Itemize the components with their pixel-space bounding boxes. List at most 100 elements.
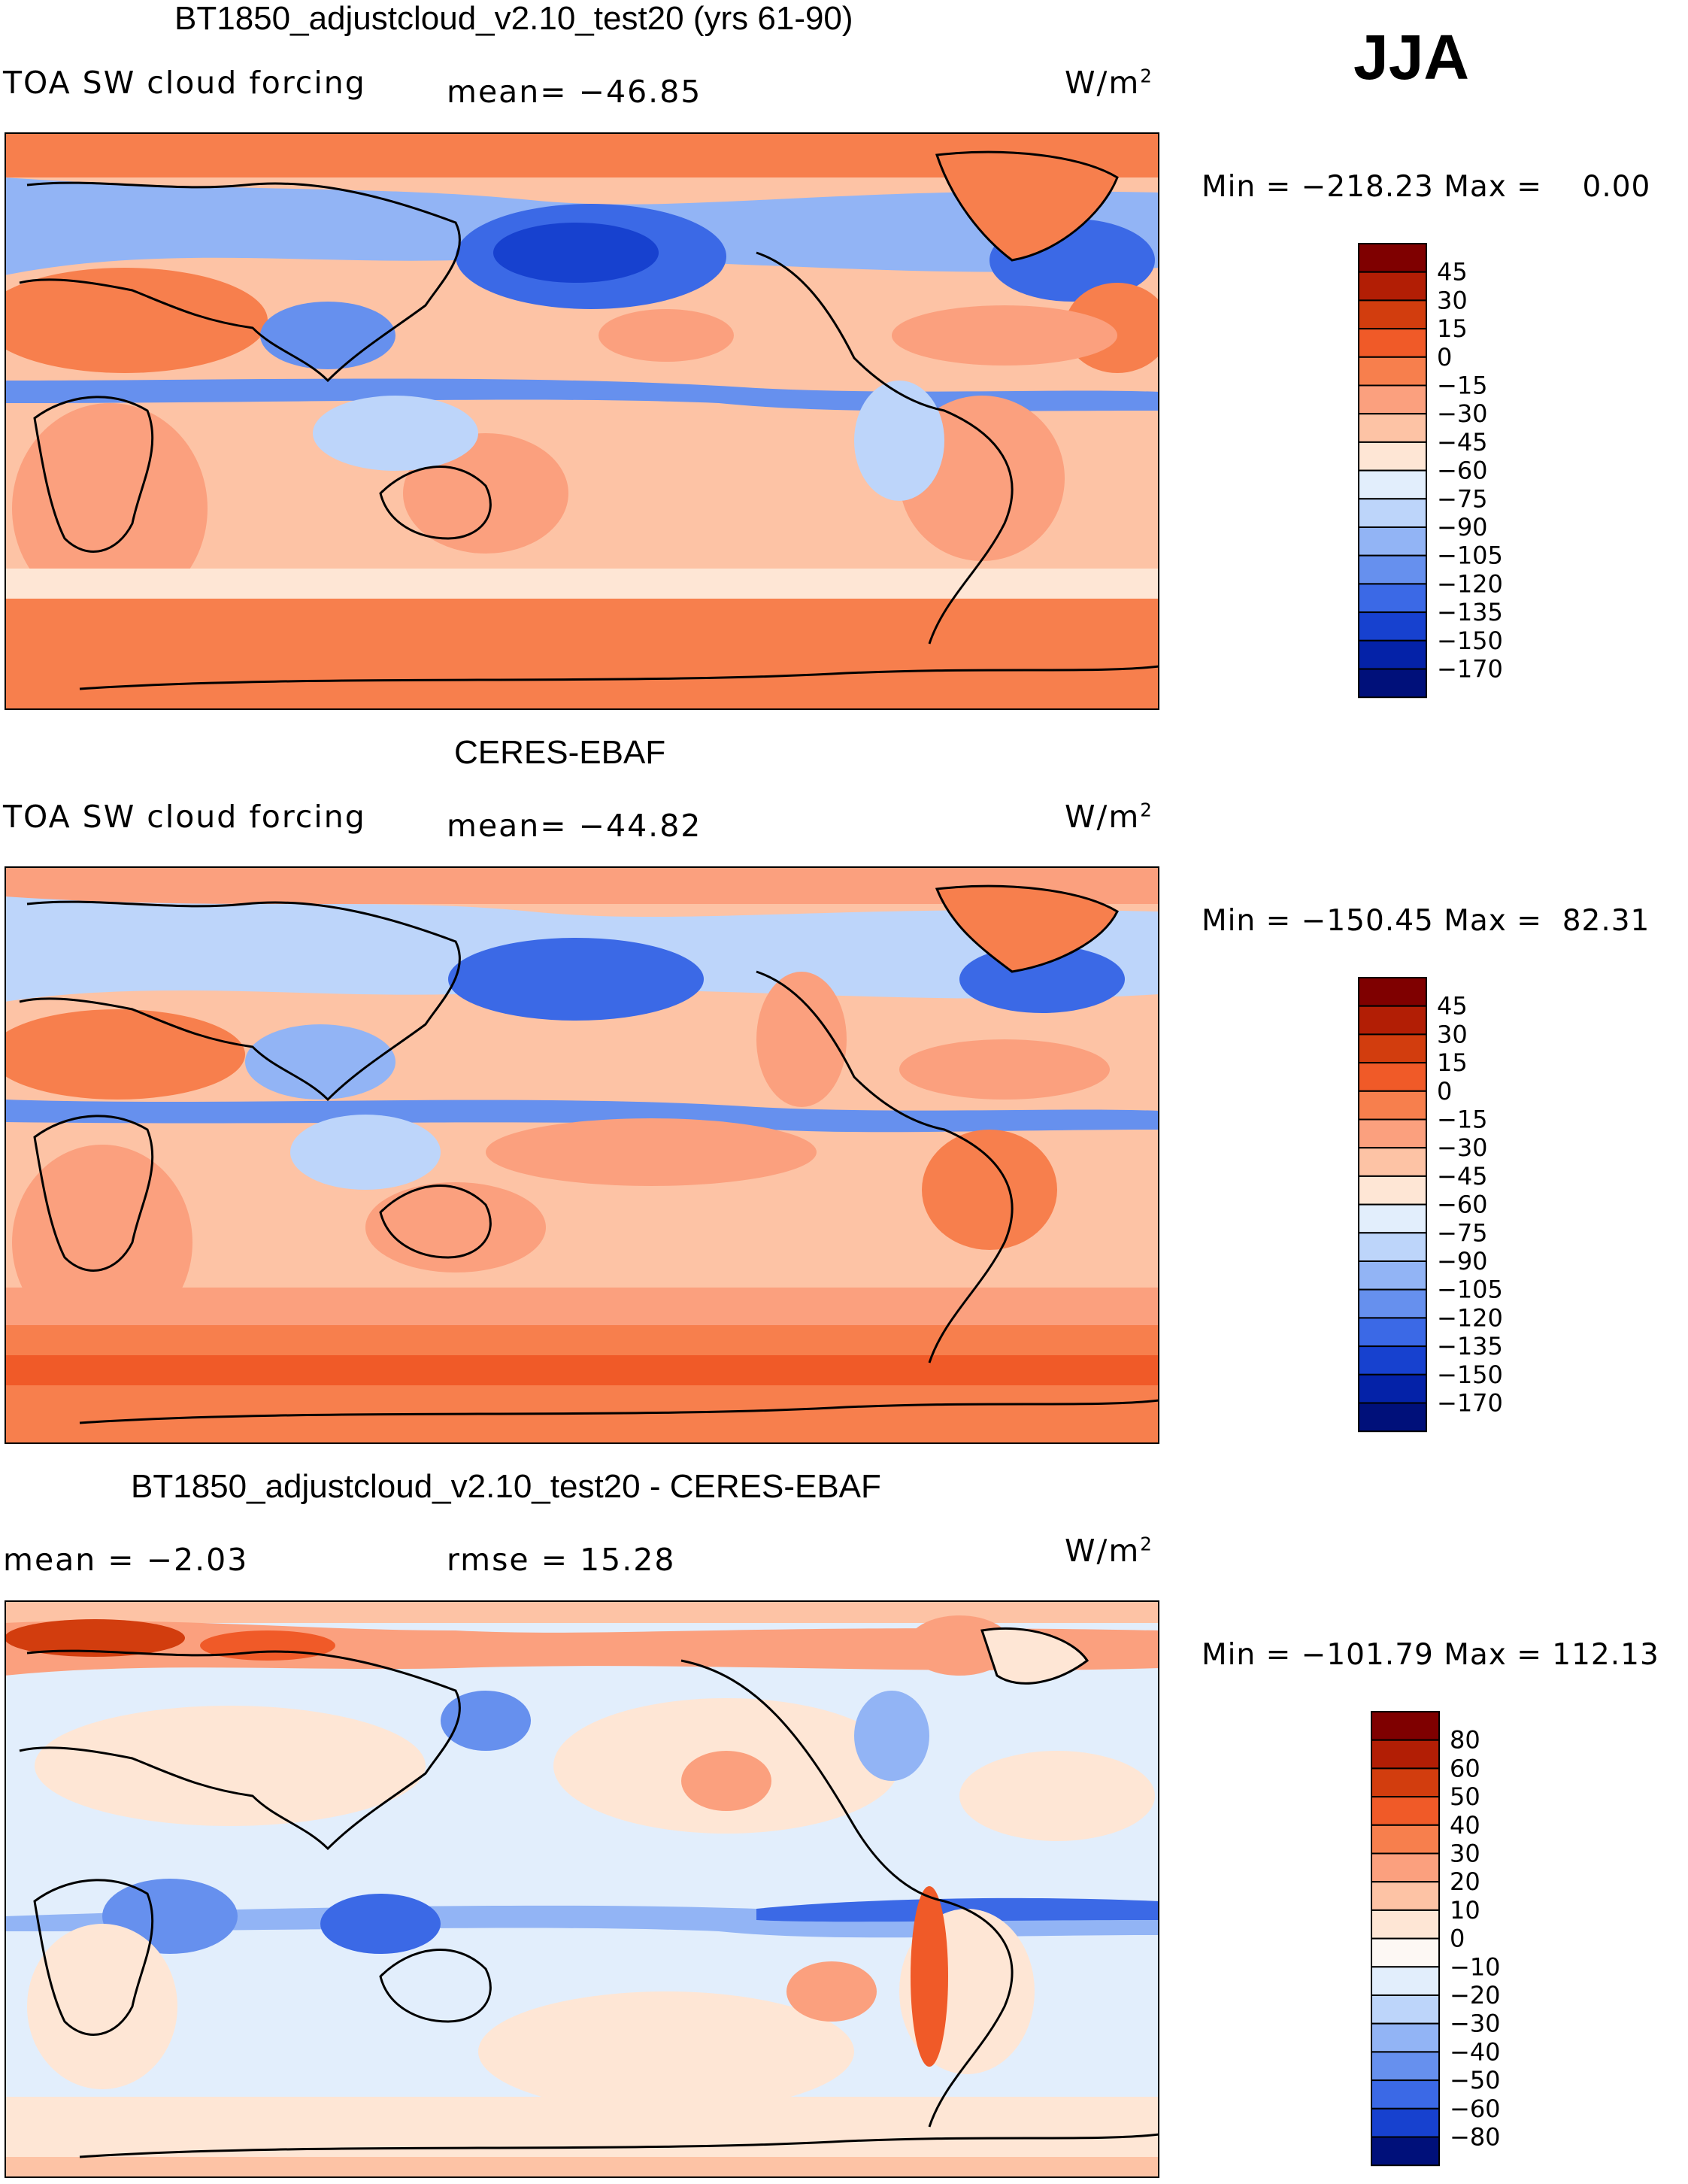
panel-3-rmse-label: rmse = 15.28 bbox=[447, 1542, 676, 1578]
panel-1-colorbar-box bbox=[1358, 384, 1427, 415]
panel-1-title: BT1850_adjustcloud_v2.10_test20 (yrs 61-… bbox=[174, 0, 853, 37]
panel-3-title: BT1850_adjustcloud_v2.10_test20 - CERES-… bbox=[131, 1468, 881, 1505]
panel-2-colorbar-box bbox=[1358, 1317, 1427, 1348]
panel-1-colorbar-box bbox=[1358, 498, 1427, 528]
panel-3-colorbar-label: 50 bbox=[1450, 1782, 1480, 1811]
panel-3-coastlines bbox=[19, 1627, 1159, 2158]
panel-3-colorbar-box bbox=[1371, 1966, 1440, 1996]
panel-2-colorbar-label: −45 bbox=[1437, 1162, 1488, 1191]
panel-3-colorbar-box bbox=[1371, 1824, 1440, 1855]
panel-1-colorbar-box bbox=[1358, 639, 1427, 670]
panel-2-colorbar-box bbox=[1358, 1288, 1427, 1319]
panel-3-colorbar-label: 40 bbox=[1450, 1811, 1480, 1840]
panel-1-colorbar-label: 30 bbox=[1437, 286, 1468, 314]
panel-3-colorbar-box bbox=[1371, 1711, 1440, 1741]
panel-1-colorbar-box bbox=[1358, 526, 1427, 557]
panel-3-colorbar-label: 10 bbox=[1450, 1896, 1480, 1925]
panel-1-map-svg bbox=[5, 132, 1159, 710]
panel-1-colorbar-label: −105 bbox=[1437, 541, 1503, 570]
panel-3-colorbar-label: −20 bbox=[1450, 1981, 1501, 2010]
panel-1-colorbar-box bbox=[1358, 328, 1427, 358]
panel-2-colorbar-label: −135 bbox=[1437, 1332, 1503, 1360]
panel-1-colorbar-label: −135 bbox=[1437, 598, 1503, 626]
panel-3-colorbar-label: 60 bbox=[1450, 1754, 1480, 1782]
panel-2-colorbar-svg: 4530150−15−30−45−60−75−90−105−120−135−15… bbox=[1358, 977, 1503, 1433]
panel-1-colorbar-svg: 4530150−15−30−45−60−75−90−105−120−135−15… bbox=[1358, 243, 1503, 699]
panel-1-colorbar-box bbox=[1358, 243, 1427, 273]
panel-3-colorbar-box bbox=[1371, 1852, 1440, 1883]
panel-1-colorbar-box bbox=[1358, 441, 1427, 472]
panel-2-colorbar-label: −150 bbox=[1437, 1360, 1503, 1389]
panel-2-colorbar-label: −30 bbox=[1437, 1133, 1488, 1162]
panel-2-colorbar-label: −75 bbox=[1437, 1218, 1488, 1247]
panel-2-colorbar-box bbox=[1358, 1232, 1427, 1262]
panel-1-colorbar-label: −75 bbox=[1437, 484, 1488, 513]
panel-1-field bbox=[5, 132, 1159, 710]
panel-3-colorbar-label: 20 bbox=[1450, 1867, 1480, 1896]
panel-3-colorbar-box bbox=[1371, 1881, 1440, 1911]
panel-3-units: W/m2 bbox=[1065, 1533, 1153, 1569]
panel-2-colorbar-box bbox=[1358, 1345, 1427, 1376]
panel-3-colorbar-box bbox=[1371, 1767, 1440, 1798]
panel-1-colorbar-label: 45 bbox=[1437, 258, 1468, 287]
panel-1-colorbar-label: −30 bbox=[1437, 399, 1488, 428]
panel-3-colorbar-label: 0 bbox=[1450, 1925, 1465, 1953]
panel-2-colorbar-box bbox=[1358, 1118, 1427, 1149]
panel-2-colorbar-label: 0 bbox=[1437, 1077, 1452, 1106]
panel-1-colorbar-label: 0 bbox=[1437, 343, 1452, 372]
panel-2-colorbar-box bbox=[1358, 1090, 1427, 1121]
panel-3-frame bbox=[5, 1600, 1159, 2178]
panel-3-colorbar-label: −40 bbox=[1450, 2037, 1501, 2066]
panel-1-minmax: Min = −218.23 Max = 0.00 bbox=[1202, 170, 1651, 204]
panel-2-map-svg bbox=[5, 866, 1159, 1444]
panel-1-colorbar-label: −170 bbox=[1437, 655, 1503, 684]
panel-3-colorbar-label: −50 bbox=[1450, 2066, 1501, 2095]
panel-1-colorbar-label: −120 bbox=[1437, 569, 1503, 598]
panel-2-title: CERES-EBAF bbox=[454, 734, 666, 771]
panel-3-map bbox=[5, 1600, 1159, 2178]
panel-2-colorbar-box bbox=[1358, 1005, 1427, 1036]
panel-1-mean-label: mean= −46.85 bbox=[447, 74, 702, 110]
panel-3-colorbar-box bbox=[1371, 1937, 1440, 1968]
panel-1-coastlines bbox=[19, 150, 1159, 690]
panel-1-colorbar-label: −60 bbox=[1437, 457, 1488, 485]
panel-3-colorbar-label: −80 bbox=[1450, 2123, 1501, 2152]
panel-2-colorbar-box bbox=[1358, 1203, 1427, 1234]
panel-1-colorbar-label: −90 bbox=[1437, 513, 1488, 541]
panel-2-mean-label: mean= −44.82 bbox=[447, 808, 702, 844]
panel-2-colorbar-label: 15 bbox=[1437, 1048, 1468, 1077]
panel-3-colorbar-box bbox=[1371, 2022, 1440, 2053]
panel-2-colorbar-box bbox=[1358, 1062, 1427, 1092]
panel-2-frame bbox=[5, 866, 1159, 1444]
panel-3-colorbar-box bbox=[1371, 2107, 1440, 2138]
panel-2-map bbox=[5, 866, 1159, 1444]
panel-1-units: W/m2 bbox=[1065, 65, 1153, 101]
panel-2-minmax: Min = −150.45 Max = 82.31 bbox=[1202, 904, 1650, 938]
panel-2-colorbar-label: −15 bbox=[1437, 1106, 1488, 1134]
panel-2-colorbar-box bbox=[1358, 1260, 1427, 1291]
panel-2-variable-label: TOA SW cloud forcing bbox=[3, 799, 366, 835]
panel-1-colorbar-box bbox=[1358, 554, 1427, 585]
panel-2-colorbar-box bbox=[1358, 977, 1427, 1007]
panel-2-colorbar-label: 45 bbox=[1437, 992, 1468, 1021]
panel-2-coastlines bbox=[19, 884, 1159, 1424]
panel-3-colorbar-label: 30 bbox=[1450, 1840, 1480, 1868]
panel-1-colorbar-box bbox=[1358, 583, 1427, 614]
panel-3-colorbar-box bbox=[1371, 1796, 1440, 1826]
panel-2-colorbar-box bbox=[1358, 1147, 1427, 1177]
panel-3-colorbar-box bbox=[1371, 1739, 1440, 1770]
panel-1-colorbar-label: −15 bbox=[1437, 372, 1488, 400]
panel-1-colorbar-box bbox=[1358, 356, 1427, 387]
panel-1-colorbar-label: −45 bbox=[1437, 428, 1488, 457]
panel-1-colorbar-box bbox=[1358, 469, 1427, 500]
panel-1-variable-label: TOA SW cloud forcing bbox=[3, 65, 366, 101]
panel-1-colorbar-box bbox=[1358, 611, 1427, 642]
panel-3-colorbar-label: −10 bbox=[1450, 1952, 1501, 1981]
season-label: JJA bbox=[1353, 22, 1470, 93]
panel-3-colorbar-label: −60 bbox=[1450, 2095, 1501, 2123]
panel-3-colorbar-label: −30 bbox=[1450, 2010, 1501, 2038]
panel-1-colorbar: 45 30 15 0 −15 −30 −45 −60 −75 −90 −105 −120 −135 −15… bbox=[1357, 242, 1523, 701]
panel-3-colorbar: 80 60 50 40 30 20 10 0 −10 −20 −30 −40 −50 −60 −80 bbox=[1370, 1710, 1535, 2176]
panel-1-colorbar-box bbox=[1358, 668, 1427, 699]
